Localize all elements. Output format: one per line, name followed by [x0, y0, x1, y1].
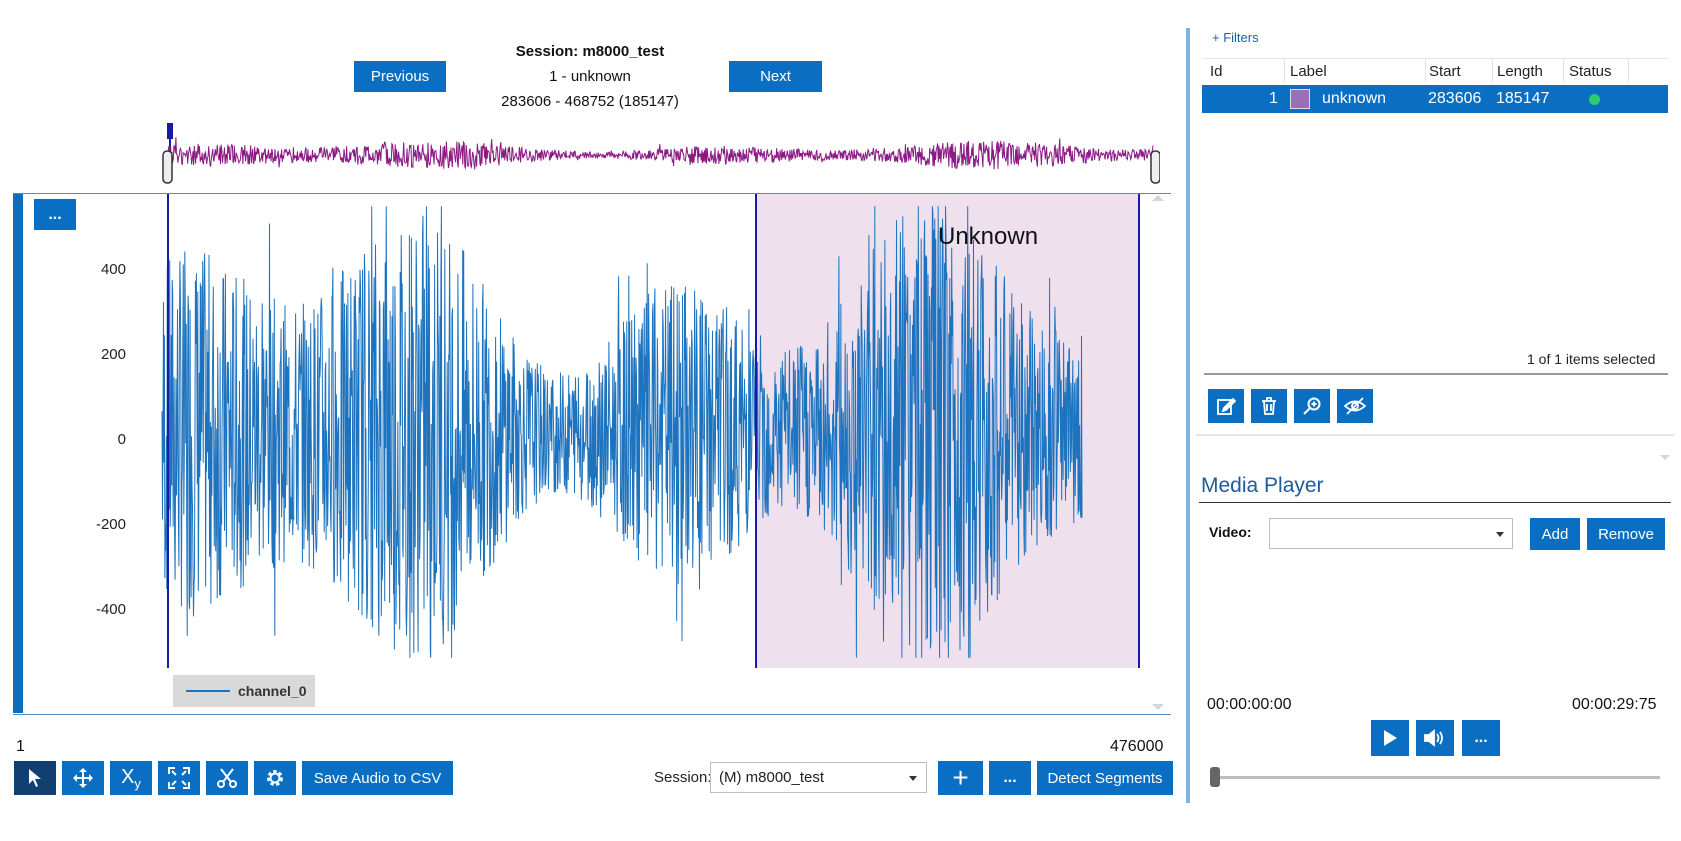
video-select[interactable] — [1269, 518, 1513, 549]
column-header-start[interactable]: Start — [1429, 63, 1461, 80]
current-time: 00:00:00:00 — [1207, 696, 1292, 713]
scroll-down-arrow[interactable] — [1152, 704, 1164, 710]
annotation-table-header — [1202, 58, 1668, 84]
previous-button[interactable]: Previous — [354, 61, 446, 92]
cut-tool-button[interactable] — [206, 761, 248, 795]
column-header-length[interactable]: Length — [1497, 63, 1543, 80]
cut-icon — [217, 768, 237, 788]
x-start-label: 1 — [16, 738, 25, 755]
edit-icon — [1217, 397, 1236, 415]
session-select-value: (M) m8000_test — [719, 769, 825, 786]
play-icon — [1384, 730, 1397, 746]
legend-line — [186, 690, 230, 692]
media-more-button[interactable]: ... — [1462, 720, 1500, 756]
edit-annotation-button[interactable] — [1208, 389, 1244, 423]
overview-signal — [167, 137, 1154, 170]
column-separator — [1284, 58, 1285, 83]
legend: channel_0 — [173, 675, 315, 707]
table-row[interactable]: 1 unknown 283606 185147 — [1202, 85, 1668, 113]
legend-label: channel_0 — [238, 683, 307, 699]
total-time: 00:00:29:75 — [1572, 696, 1657, 713]
fit-tool-button[interactable] — [158, 761, 200, 795]
region-label: Unknown — [938, 223, 1039, 250]
column-separator — [1492, 58, 1493, 83]
session-label: Session: — [654, 769, 712, 786]
row-id: 1 — [1269, 90, 1278, 107]
segment-label: 1 - unknown — [549, 68, 631, 85]
row-length: 185147 — [1496, 90, 1550, 107]
row-label-swatch — [1290, 89, 1310, 109]
media-player-title: Media Player — [1201, 474, 1324, 497]
media-player-title-rule — [1199, 502, 1671, 503]
row-start: 283606 — [1428, 90, 1482, 107]
gear-icon — [267, 770, 283, 786]
detect-segments-button[interactable]: Detect Segments — [1037, 761, 1173, 795]
overview-right-handle[interactable] — [1150, 150, 1160, 184]
seek-thumb[interactable] — [1210, 767, 1220, 787]
waveform-panel-border — [13, 193, 1171, 715]
add-video-button[interactable]: Add — [1530, 518, 1580, 550]
row-label: unknown — [1322, 90, 1387, 107]
zoom-annotation-button[interactable] — [1294, 389, 1330, 423]
next-button[interactable]: Next — [729, 61, 822, 92]
seek-track[interactable] — [1215, 776, 1660, 779]
xy-scale-tool-button[interactable]: Xy — [110, 761, 152, 795]
settings-tool-button[interactable] — [254, 761, 296, 795]
delete-annotation-button[interactable] — [1251, 389, 1287, 423]
annotation-list-divider — [1204, 373, 1668, 375]
y-tick-0: 0 — [117, 431, 126, 448]
hide-annotation-button[interactable] — [1337, 389, 1373, 423]
panel-divider[interactable] — [1196, 434, 1674, 436]
chevron-down-icon — [909, 776, 917, 781]
column-header-label[interactable]: Label — [1290, 63, 1327, 80]
overview-left-handle[interactable] — [162, 150, 173, 184]
save-audio-csv-button[interactable]: Save Audio to CSV — [302, 761, 453, 795]
move-icon — [73, 768, 93, 788]
volume-button[interactable] — [1416, 720, 1454, 756]
y-tick-400: 400 — [100, 261, 126, 278]
chevron-down-icon — [1496, 532, 1504, 537]
x-end-label: 476000 — [1110, 738, 1164, 755]
panel-scroll-arrow[interactable] — [1660, 455, 1670, 460]
column-separator — [1563, 58, 1564, 83]
pointer-icon — [29, 769, 41, 787]
play-button[interactable] — [1371, 720, 1409, 756]
column-separator — [1425, 58, 1426, 83]
y-tick-neg400: -400 — [95, 601, 126, 618]
waveform-left-bar — [13, 194, 23, 713]
scroll-up-arrow[interactable] — [1152, 195, 1164, 201]
zoom-icon — [1303, 397, 1321, 415]
volume-icon — [1424, 729, 1443, 747]
column-separator — [1628, 58, 1629, 83]
fit-icon — [168, 767, 190, 789]
hide-icon — [1344, 397, 1366, 415]
segment-range: 283606 - 468752 (185147) — [501, 93, 679, 110]
session-more-button[interactable]: ... — [989, 761, 1031, 795]
session-select[interactable]: (M) m8000_test — [710, 762, 927, 793]
video-label: Video: — [1209, 524, 1252, 540]
vertical-splitter[interactable] — [1186, 28, 1190, 803]
xy-scale-icon: Xy — [121, 765, 141, 791]
status-indicator — [1589, 94, 1600, 105]
move-tool-button[interactable] — [62, 761, 104, 795]
overview-position-marker[interactable] — [167, 123, 173, 139]
filters-link[interactable]: + Filters — [1212, 30, 1259, 45]
add-session-button[interactable]: + — [938, 761, 983, 795]
trash-icon — [1262, 397, 1276, 415]
selection-status: 1 of 1 items selected — [1527, 351, 1656, 367]
y-tick-neg200: -200 — [95, 516, 126, 533]
column-header-status[interactable]: Status — [1569, 63, 1612, 80]
signal-line — [161, 206, 1083, 658]
column-header-id[interactable]: Id — [1210, 63, 1223, 80]
waveform-menu-button[interactable]: ... — [34, 199, 76, 230]
pointer-tool-button[interactable] — [14, 761, 56, 795]
overview-waveform[interactable] — [160, 120, 1160, 192]
session-title: Session: m8000_test — [515, 43, 665, 60]
y-tick-200: 200 — [100, 346, 126, 363]
waveform-plot[interactable] — [160, 194, 1170, 712]
remove-video-button[interactable]: Remove — [1587, 518, 1665, 550]
